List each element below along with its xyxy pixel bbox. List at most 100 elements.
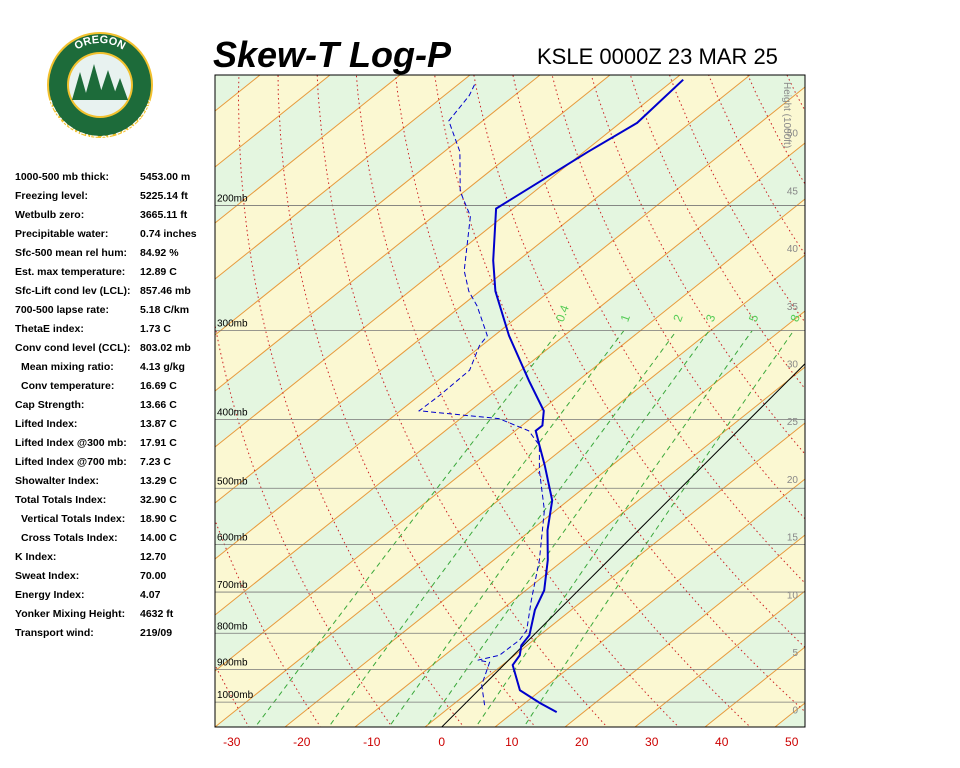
y2-tick-label: 45 (787, 186, 799, 197)
x-tick-label: 0 (438, 735, 445, 749)
index-label: Conv cond level (CCL): (15, 342, 131, 354)
reference-line (215, 75, 541, 336)
temperature-line (492, 78, 684, 713)
x-tick-label: 30 (645, 735, 659, 749)
reference-line (284, 310, 805, 727)
reference-line (215, 75, 401, 224)
index-label: Lifted Index @700 mb: (15, 456, 127, 468)
dry-adiabat (669, 75, 805, 324)
background-band (845, 75, 960, 727)
y2-tick-label: 50 (787, 129, 799, 140)
reference-line (564, 534, 805, 727)
dry-adiabat (434, 75, 805, 713)
mixing-ratio-line (425, 330, 710, 727)
y2-tick-label: 40 (787, 244, 799, 255)
index-label: Showalter Index: (15, 475, 99, 487)
index-value: 13.29 C (140, 475, 177, 487)
dry-adiabat (551, 75, 805, 520)
logo-trees (72, 64, 128, 100)
index-label: Transport wind: (15, 627, 94, 639)
index-value: 4.07 (140, 589, 161, 601)
mixing-ratio-label: 2 (670, 312, 686, 323)
y2-tick-label: 25 (787, 417, 799, 428)
logo-top: OREGON (73, 34, 128, 53)
index-label: K Index: (15, 551, 56, 563)
mixing-ratio-label: 0.4 (553, 303, 572, 324)
index-value: 13.66 C (140, 399, 177, 411)
plot-area (417, 78, 805, 727)
dry-adiabat (355, 75, 680, 727)
index-value: 803.02 mb (140, 342, 191, 354)
x-tick-label: -10 (363, 735, 381, 749)
dry-adiabat (629, 75, 805, 390)
logo-inner (69, 54, 131, 116)
reference-line (634, 590, 805, 727)
y-tick-label: 400mb (217, 407, 248, 418)
reference-line (215, 75, 611, 392)
reference-line (215, 75, 471, 280)
index-label: Precipitable water: (15, 228, 108, 240)
x-tick-label: 40 (715, 735, 729, 749)
mixing-ratio-label: 3 (703, 312, 719, 323)
reference-line (215, 198, 805, 672)
background-band (215, 143, 805, 671)
y-tick-label: 200mb (217, 194, 248, 205)
reference-line (215, 86, 805, 560)
index-value: 4632 ft (140, 608, 174, 620)
y-tick-label: 600mb (217, 533, 248, 544)
chart-title: Skew-T Log-P (213, 34, 452, 75)
index-label: Mean mixing ratio: (21, 361, 114, 373)
mixing-ratio-label: 5 (746, 312, 762, 323)
index-value: 5453.00 m (140, 171, 190, 183)
dewpoint-line (417, 81, 545, 706)
dry-adiabat (277, 75, 537, 727)
freezing-isotherm (441, 363, 805, 727)
y-tick-label: 700mb (217, 580, 248, 591)
y2-tick-label: 0 (792, 706, 798, 717)
reference-line (215, 75, 751, 504)
logo-top-text: OREGON (73, 34, 128, 53)
index-label: Sfc-500 mean rel hum: (15, 247, 127, 259)
x-tick-label: 50 (785, 735, 799, 749)
y-tick-label: 500mb (217, 476, 248, 487)
index-value: 7.23 C (140, 456, 171, 468)
mixing-ratio-line (475, 330, 753, 727)
dry-adiabat (215, 322, 393, 727)
reference-line (215, 142, 805, 616)
reference-line (845, 75, 960, 727)
dry-adiabat (215, 518, 322, 727)
index-value: 16.69 C (140, 380, 177, 392)
index-label: Lifted Index @300 mb: (15, 437, 127, 449)
index-value: 5.18 C/km (140, 304, 189, 316)
y2-tick-label: 15 (787, 533, 799, 544)
index-value: 32.90 C (140, 494, 177, 506)
reference-line (215, 75, 681, 448)
index-value: 84.92 % (140, 247, 179, 259)
y2-tick-label: 35 (787, 302, 799, 313)
y-tick-label: 1000mb (217, 690, 254, 701)
y2-tick-label: 10 (787, 590, 799, 601)
reference-line (915, 75, 960, 727)
index-label: Yonker Mixing Height: (15, 608, 125, 620)
dry-adiabat (927, 48, 960, 732)
index-value: 12.89 C (140, 266, 177, 278)
y-tick-label: 300mb (217, 319, 248, 330)
x-tick-label: -20 (293, 735, 311, 749)
index-value: 1.73 C (140, 323, 171, 335)
chart-subtitle: KSLE 0000Z 23 MAR 25 (537, 44, 778, 69)
index-value: 0.74 inches (140, 228, 197, 240)
index-label: 1000-500 mb thick: (15, 171, 109, 183)
index-value: 12.70 (140, 551, 166, 563)
reference-line (354, 366, 805, 727)
index-value: 4.13 g/kg (140, 361, 185, 373)
indices-table: 1000-500 mb thick: 5453.00 m Freezing leve… (15, 171, 197, 639)
logo: OREGON DEPARTMENT OF FORESTRY (43, 32, 157, 144)
index-label: Lifted Index: (15, 418, 77, 430)
x-tick-label: -30 (223, 735, 241, 749)
index-label: Sfc-Lift cond lev (LCL): (15, 285, 131, 297)
index-label: ThetaE index: (15, 323, 84, 335)
index-label: Freezing level: (15, 190, 88, 202)
y2-tick-label: 5 (792, 648, 798, 659)
